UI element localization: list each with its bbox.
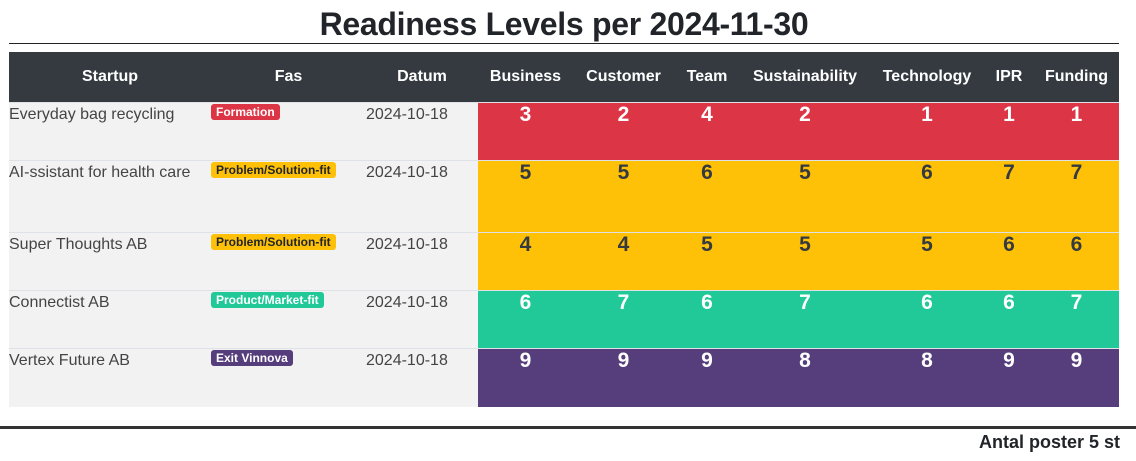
column-header-fas[interactable]: Fas [211, 52, 366, 103]
score-funding: 7 [1034, 290, 1119, 349]
score-funding: 9 [1034, 348, 1119, 407]
column-header-team[interactable]: Team [674, 52, 740, 103]
fas-cell: Problem/Solution-fit [211, 232, 366, 291]
datum-cell: 2024-10-18 [366, 232, 478, 291]
startup-cell: Connectist AB [9, 290, 211, 349]
score-sustainability: 7 [740, 290, 870, 349]
datum-value: 2024-10-18 [366, 352, 448, 369]
score-business: 5 [478, 160, 573, 233]
startup-cell: Super Thoughts AB [9, 232, 211, 291]
startup-cell: Everyday bag recycling [9, 102, 211, 161]
column-header-ipr[interactable]: IPR [984, 52, 1034, 103]
score-customer: 4 [573, 232, 674, 291]
datum-value: 2024-10-18 [366, 164, 448, 181]
column-header-technology[interactable]: Technology [870, 52, 984, 103]
column-header-business[interactable]: Business [478, 52, 573, 103]
score-team: 6 [674, 290, 740, 349]
table-row[interactable]: Super Thoughts AB Problem/Solution-fit 202… [9, 232, 1119, 291]
score-ipr: 9 [984, 348, 1034, 407]
score-technology: 1 [870, 102, 984, 161]
startup-name: Connectist AB [9, 294, 110, 311]
score-team: 6 [674, 160, 740, 233]
fas-badge: Problem/Solution-fit [211, 162, 336, 178]
score-sustainability: 8 [740, 348, 870, 407]
score-technology: 8 [870, 348, 984, 407]
column-header-startup[interactable]: Startup [9, 52, 211, 103]
score-business: 3 [478, 102, 573, 161]
score-funding: 7 [1034, 160, 1119, 233]
table-body: Everyday bag recycling Formation 2024-10-1… [9, 102, 1119, 407]
startup-name: Everyday bag recycling [9, 106, 175, 123]
datum-cell: 2024-10-18 [366, 348, 478, 407]
table-row[interactable]: Vertex Future AB Exit Vinnova 2024-10-18 9 9… [9, 348, 1119, 407]
score-funding: 1 [1034, 102, 1119, 161]
score-customer: 5 [573, 160, 674, 233]
title-divider [9, 43, 1119, 44]
score-business: 6 [478, 290, 573, 349]
column-header-datum[interactable]: Datum [366, 52, 478, 103]
datum-value: 2024-10-18 [366, 236, 448, 253]
datum-cell: 2024-10-18 [366, 290, 478, 349]
score-ipr: 6 [984, 232, 1034, 291]
startup-cell: AI-ssistant for health care [9, 160, 211, 233]
datum-cell: 2024-10-18 [366, 160, 478, 233]
score-sustainability: 5 [740, 160, 870, 233]
fas-badge: Formation [211, 104, 280, 120]
readiness-table: Startup Fas Datum Business Customer Team… [9, 52, 1119, 407]
datum-cell: 2024-10-18 [366, 102, 478, 161]
score-business: 4 [478, 232, 573, 291]
table-row[interactable]: Connectist AB Product/Market-fit 2024-10-1… [9, 290, 1119, 349]
startup-name: Super Thoughts AB [9, 236, 148, 253]
startup-name: AI-ssistant for health care [9, 164, 191, 181]
score-customer: 9 [573, 348, 674, 407]
score-technology: 6 [870, 160, 984, 233]
score-funding: 6 [1034, 232, 1119, 291]
record-count: Antal poster 5 st [978, 432, 1120, 452]
datum-value: 2024-10-18 [366, 294, 448, 311]
fas-badge: Product/Market-fit [211, 292, 324, 308]
page-title: Readiness Levels per 2024-11-30 [319, 6, 809, 42]
datum-value: 2024-10-18 [366, 106, 448, 123]
column-header-sustainability[interactable]: Sustainability [740, 52, 870, 103]
column-header-funding[interactable]: Funding [1034, 52, 1119, 103]
table-row[interactable]: Everyday bag recycling Formation 2024-10-1… [9, 102, 1119, 161]
fas-cell: Product/Market-fit [211, 290, 366, 349]
score-sustainability: 5 [740, 232, 870, 291]
score-team: 5 [674, 232, 740, 291]
score-customer: 2 [573, 102, 674, 161]
footer-divider [0, 426, 1136, 429]
column-header-customer[interactable]: Customer [573, 52, 674, 103]
score-technology: 5 [870, 232, 984, 291]
score-team: 9 [674, 348, 740, 407]
table-row[interactable]: AI-ssistant for health care Problem/Solut… [9, 160, 1119, 233]
startup-name: Vertex Future AB [9, 352, 130, 369]
startup-cell: Vertex Future AB [9, 348, 211, 407]
score-sustainability: 2 [740, 102, 870, 161]
score-ipr: 7 [984, 160, 1034, 233]
score-ipr: 1 [984, 102, 1034, 161]
score-technology: 6 [870, 290, 984, 349]
fas-cell: Exit Vinnova [211, 348, 366, 407]
score-team: 4 [674, 102, 740, 161]
fas-badge: Problem/Solution-fit [211, 234, 336, 250]
table-header-row: Startup Fas Datum Business Customer Team… [9, 52, 1119, 103]
score-ipr: 6 [984, 290, 1034, 349]
fas-cell: Problem/Solution-fit [211, 160, 366, 233]
fas-cell: Formation [211, 102, 366, 161]
score-customer: 7 [573, 290, 674, 349]
score-business: 9 [478, 348, 573, 407]
fas-badge: Exit Vinnova [211, 350, 293, 366]
